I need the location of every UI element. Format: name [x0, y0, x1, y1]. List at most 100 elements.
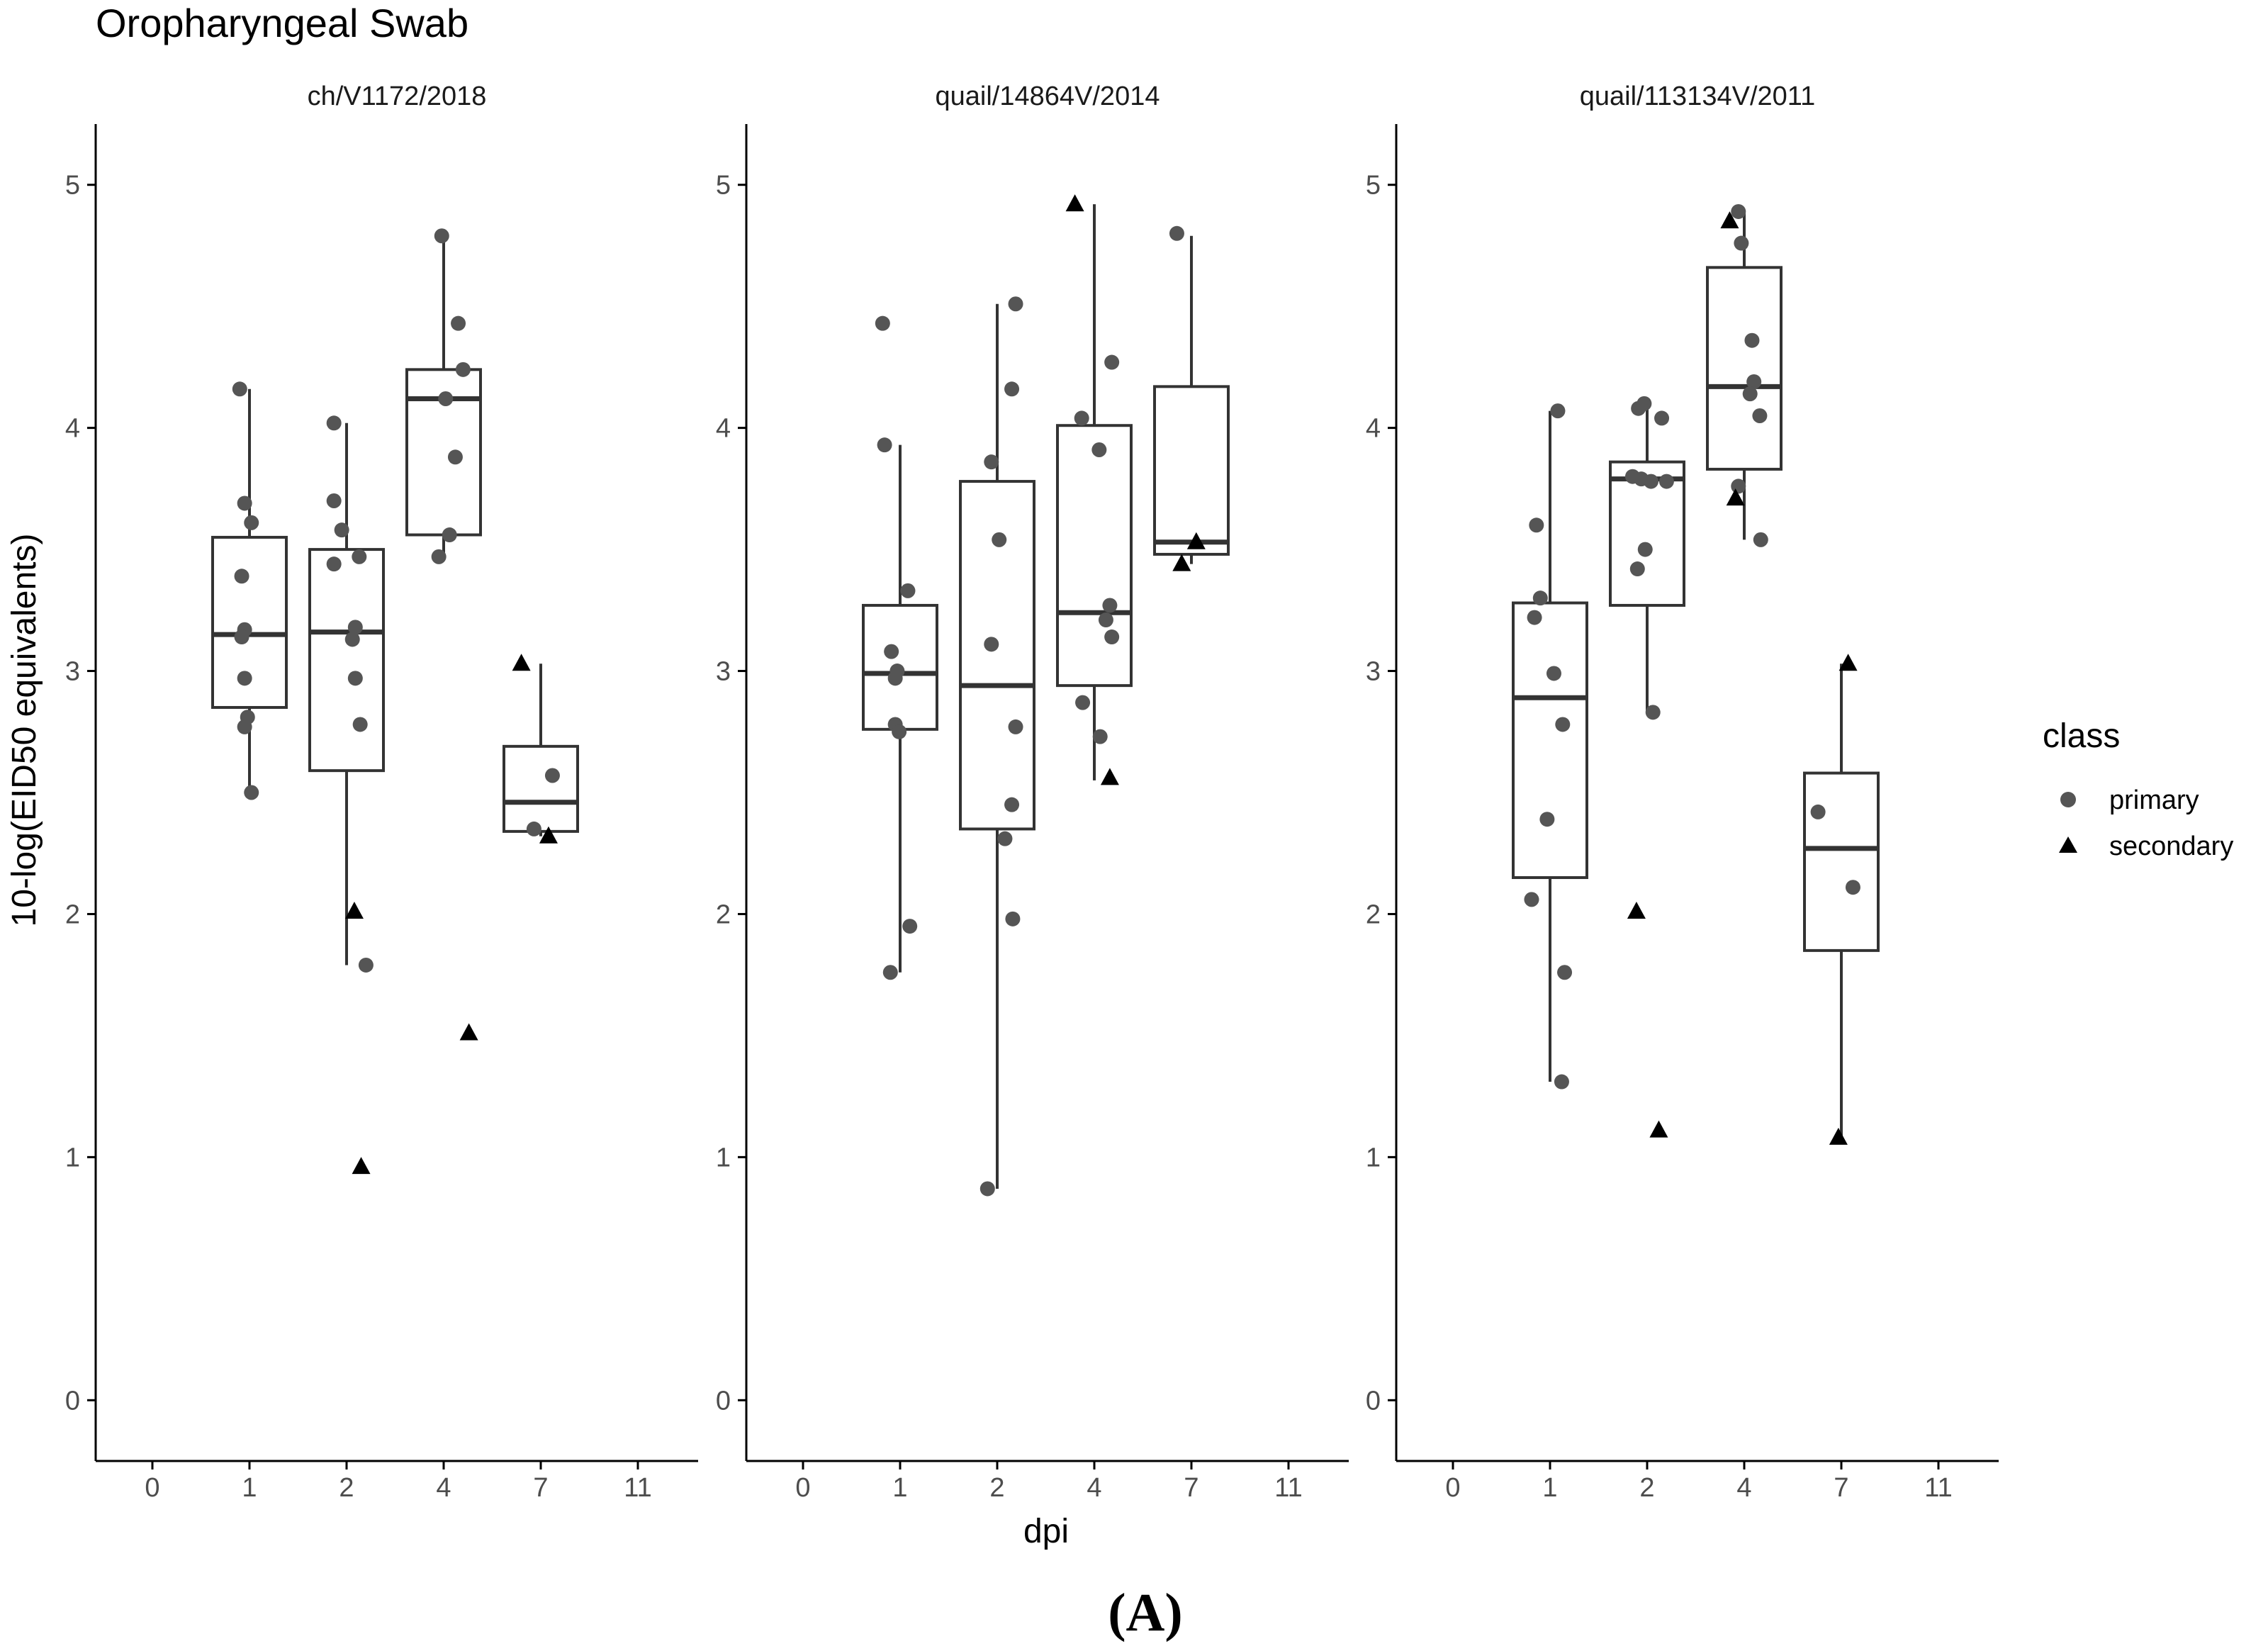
point-primary	[347, 671, 363, 686]
x-tick-label: 11	[624, 1473, 651, 1503]
legend-secondary-marker	[2059, 836, 2077, 853]
point-primary	[1098, 612, 1113, 628]
box-iqr	[1609, 460, 1685, 607]
y-tick-label: 2	[65, 900, 80, 929]
point-primary	[1005, 911, 1021, 926]
x-tick-label: 7	[1834, 1473, 1848, 1503]
point-primary	[232, 381, 247, 397]
y-tick-label: 3	[716, 657, 731, 687]
point-primary	[244, 515, 259, 530]
point-primary	[884, 644, 899, 659]
facet-panel-2: quail/14864V/2014 0 1 2 3 4 5 0 1 2 4 7 11	[716, 82, 1349, 1503]
point-primary	[1008, 296, 1023, 312]
point-primary	[526, 821, 541, 836]
facet-title: ch/V1172/2018	[308, 82, 487, 111]
x-tick-label: 2	[339, 1473, 354, 1503]
point-primary	[1654, 410, 1670, 426]
point-primary	[1744, 332, 1760, 348]
point-secondary	[512, 654, 531, 671]
point-primary	[438, 391, 454, 406]
box-1	[1512, 410, 1588, 1082]
point-primary	[1102, 598, 1118, 613]
box-iqr	[959, 480, 1035, 831]
point-primary	[326, 556, 342, 572]
point-primary	[1746, 374, 1762, 389]
point-primary	[1004, 797, 1020, 812]
y-tick-label: 5	[716, 171, 731, 201]
point-primary	[1742, 386, 1758, 402]
x-tick-label: 7	[1184, 1473, 1198, 1503]
x-tick-label: 4	[1736, 1473, 1751, 1503]
point-primary	[1104, 354, 1120, 370]
x-tick-label: 2	[1639, 1473, 1654, 1503]
box-iqr	[1056, 424, 1133, 688]
point-secondary	[1627, 902, 1646, 919]
legend-secondary-label: secondary	[2109, 832, 2233, 861]
x-tick-label: 11	[1274, 1473, 1302, 1503]
point-primary	[352, 717, 368, 732]
point-primary	[244, 785, 259, 800]
x-tick-label: 0	[1445, 1473, 1460, 1503]
point-primary	[347, 620, 363, 635]
x-tick-label: 1	[892, 1473, 907, 1503]
point-primary	[1643, 474, 1658, 489]
point-secondary	[1065, 194, 1084, 212]
point-primary	[1734, 235, 1749, 251]
point-secondary	[1649, 1120, 1668, 1138]
point-primary	[1546, 666, 1561, 681]
point-primary	[1645, 705, 1661, 720]
y-tick-label: 4	[716, 414, 731, 444]
y-tick-label: 1	[65, 1143, 80, 1172]
box-4	[1056, 204, 1133, 780]
box-1	[862, 444, 938, 973]
y-tick-label: 1	[1366, 1143, 1381, 1172]
point-primary	[237, 496, 252, 511]
y-tick-label: 0	[1366, 1386, 1381, 1416]
point-primary	[237, 719, 252, 734]
y-tick-label: 3	[65, 657, 80, 687]
y-tick-label: 4	[65, 414, 80, 444]
point-primary	[1810, 804, 1826, 819]
point-primary	[442, 527, 457, 543]
point-secondary	[1720, 211, 1739, 229]
point-primary	[887, 671, 903, 686]
y-tick-label: 3	[1366, 657, 1381, 687]
point-primary	[344, 632, 360, 647]
point-primary	[1845, 880, 1860, 895]
point-primary	[455, 362, 471, 377]
box-iqr	[1706, 266, 1783, 471]
point-primary	[1008, 719, 1023, 734]
point-primary	[1104, 629, 1120, 645]
point-primary	[1550, 403, 1566, 419]
x-tick-label: 2	[989, 1473, 1004, 1503]
point-primary	[434, 228, 449, 244]
y-tick-label: 1	[716, 1143, 731, 1172]
point-primary	[892, 724, 907, 739]
point-primary	[1637, 542, 1653, 557]
x-tick-label: 4	[1087, 1473, 1101, 1503]
legend-primary-marker	[2060, 792, 2076, 807]
point-secondary	[1172, 554, 1191, 571]
point-primary	[997, 831, 1013, 846]
y-tick-label: 5	[65, 171, 80, 201]
point-primary	[237, 671, 252, 686]
box-iqr	[211, 535, 288, 709]
y-tick-label: 2	[1366, 900, 1381, 929]
box-iqr	[1512, 601, 1588, 880]
point-primary	[358, 957, 374, 973]
y-axis-label: 10-log(EID50 equivalents)	[6, 534, 43, 927]
facet-title: quail/14864V/2014	[936, 82, 1160, 111]
point-primary	[984, 637, 999, 652]
legend-title: class	[2043, 717, 2120, 755]
point-primary	[1524, 892, 1539, 907]
point-primary	[326, 493, 342, 509]
point-primary	[1731, 478, 1746, 494]
box-iqr	[308, 548, 385, 773]
box-2	[308, 422, 385, 965]
y-tick-label: 2	[716, 900, 731, 929]
facet-panel-1: ch/V1172/2018 0 1 2 3 4 5 0 1 2 4 7 11	[65, 82, 698, 1503]
point-primary	[1092, 729, 1108, 744]
point-primary	[1752, 408, 1768, 423]
